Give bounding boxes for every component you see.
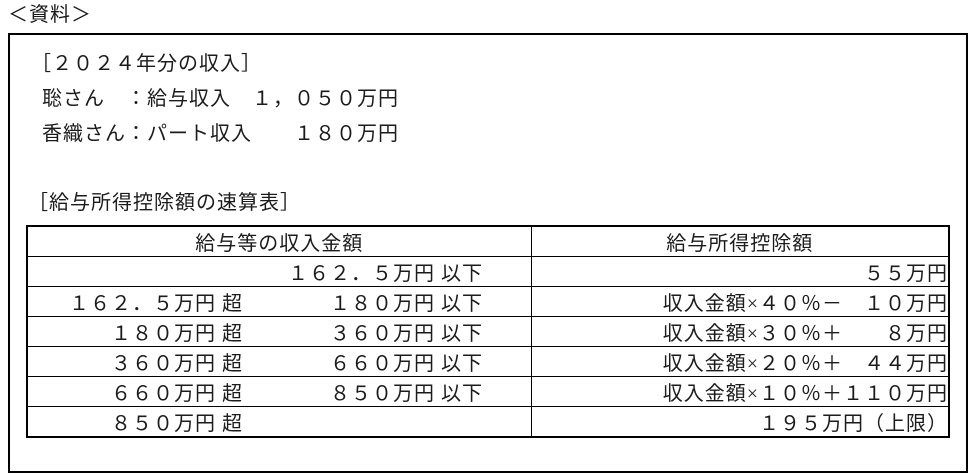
deduction-table-title: ［給与所得控除額の速算表］ — [28, 192, 301, 214]
deduction-value-cell: ５５万円 — [530, 256, 950, 287]
column-header-income: 給与等の収入金額 — [26, 225, 532, 257]
deduction-value-cell: 収入金額×４０％－ １０万円 — [530, 286, 950, 317]
deduction-value-cell: 収入金額×２０％＋ ４４万円 — [530, 346, 950, 377]
deduction-value-cell: 収入金額×１０％＋１１０万円 — [530, 376, 950, 407]
document-page: { "page": { "label": "＜資料＞" }, "income_s… — [8, 4, 968, 473]
income-range-cell: ８５０万円 超 — [26, 406, 532, 438]
income-upper-bound: １６２．５万円 以下 — [288, 263, 483, 285]
income-range-cell: １６２．５万円 超 １８０万円 以下 — [26, 286, 532, 317]
income-line-sato: 聡さん ：給与収入 １，０５０万円 — [42, 88, 399, 110]
income-range-cell: １８０万円 超 ３６０万円 以下 — [26, 316, 532, 347]
table-header-row: 給与等の収入金額 給与所得控除額 — [26, 225, 950, 257]
income-range-cell: ６６０万円 超 ８５０万円 以下 — [26, 376, 532, 407]
deduction-value: 収入金額×２０％＋ ４４万円 — [662, 353, 948, 375]
income-upper-bound: １８０万円 以下 — [330, 293, 483, 315]
income-line-kaori: 香織さん：パート収入 １８０万円 — [42, 123, 399, 145]
income-upper-bound: ６６０万円 以下 — [330, 353, 483, 375]
deduction-value: １９５万円（上限） — [759, 413, 948, 435]
income-lower-bound: ６６０万円 超 — [111, 383, 243, 405]
income-upper-bound: ３６０万円 以下 — [330, 323, 483, 345]
deduction-table: 給与等の収入金額 給与所得控除額 １６２．５万円 以下 ５５万円 １６２．５万円… — [26, 225, 950, 438]
material-label: ＜資料＞ — [8, 4, 92, 26]
income-lower-bound: １８０万円 超 — [111, 323, 243, 345]
table-row: １６２．５万円 超 １８０万円 以下 収入金額×４０％－ １０万円 — [26, 286, 950, 317]
deduction-value-cell: １９５万円（上限） — [530, 406, 950, 438]
column-header-deduction: 給与所得控除額 — [530, 225, 950, 257]
income-range-cell: ３６０万円 超 ６６０万円 以下 — [26, 346, 532, 377]
table-row: １６２．５万円 以下 ５５万円 — [26, 256, 950, 287]
income-section-title: ［２０２４年分の収入］ — [31, 53, 262, 75]
deduction-value: 収入金額×１０％＋１１０万円 — [662, 383, 948, 405]
table-row: ３６０万円 超 ６６０万円 以下 収入金額×２０％＋ ４４万円 — [26, 346, 950, 377]
income-lower-bound: ３６０万円 超 — [111, 353, 243, 375]
deduction-value: ５５万円 — [864, 263, 948, 285]
income-lower-bound: ８５０万円 超 — [111, 413, 243, 435]
deduction-value: 収入金額×４０％－ １０万円 — [662, 293, 948, 315]
deduction-value: 収入金額×３０％＋ ８万円 — [662, 323, 948, 345]
table-row: １８０万円 超 ３６０万円 以下 収入金額×３０％＋ ８万円 — [26, 316, 950, 347]
deduction-value-cell: 収入金額×３０％＋ ８万円 — [530, 316, 950, 347]
table-row: ８５０万円 超 １９５万円（上限） — [26, 406, 950, 438]
income-upper-bound: ８５０万円 以下 — [330, 383, 483, 405]
table-row: ６６０万円 超 ８５０万円 以下 収入金額×１０％＋１１０万円 — [26, 376, 950, 407]
income-lower-bound: １６２．５万円 超 — [69, 293, 243, 315]
income-range-cell: １６２．５万円 以下 — [26, 256, 532, 287]
